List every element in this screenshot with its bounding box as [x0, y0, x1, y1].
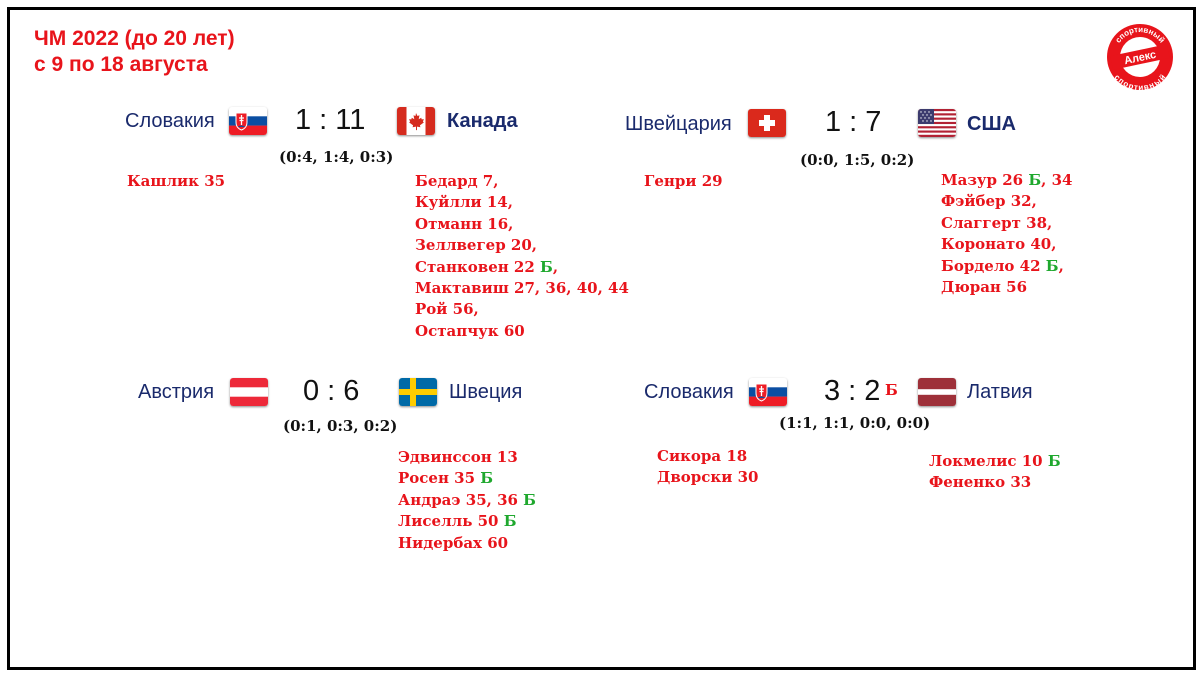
match1-score: 1 : 11 [295, 104, 366, 136]
scorer-line: Рой 56, [415, 299, 629, 320]
bonus-mark: Б [540, 257, 553, 276]
match4-away-scorers: Локмелис 10 Б Фененко 33 [929, 451, 1061, 494]
scorer-text: Дюран 56 [941, 278, 1028, 297]
scorer-text: Лиселль 50 [398, 512, 504, 531]
scorer-text: Генри 29 [644, 172, 723, 190]
scorer-line: Фэйбер 32, [941, 191, 1072, 212]
scorer-line: Дворски 30 [657, 467, 758, 488]
latvia-flag [918, 378, 956, 406]
scorer-line: Нидербах 60 [398, 533, 536, 554]
scorer-line: Коронато 40, [941, 234, 1072, 255]
scorer-suffix: , [552, 257, 559, 276]
scorer-text: Отманн 16, [415, 214, 514, 233]
slovakia-flag [229, 107, 267, 135]
scorer-suffix: , 34 [1041, 171, 1073, 189]
slovakia-flag [749, 378, 787, 406]
scorer-text: Мактавиш 27, 36, 40, 44 [415, 279, 629, 298]
match4-periods: (1:1, 1:1, 0:0, 0:0) [779, 414, 931, 432]
scorer-text: Остапчук 60 [415, 321, 525, 340]
match2-home-scorers: Генри 29 [644, 171, 723, 192]
bonus-mark: Б [1047, 452, 1061, 470]
match2-away-team: США [967, 113, 1016, 135]
scorer-text: Бордело 42 [941, 256, 1046, 275]
scorer-text: Андраэ 35, 36 [398, 490, 524, 509]
scorer-text: Зеллвегер 20, [415, 236, 538, 255]
bonus-mark: Б [503, 512, 517, 531]
scorer-text: Коронато 40, [941, 235, 1057, 254]
round-stamp-logo: спортивный спортивный Алекс [1107, 24, 1173, 92]
scorer-text: Росен 35 [398, 469, 481, 488]
match3-periods: (0:1, 0:3, 0:2) [283, 417, 398, 435]
scorer-line: Зеллвегер 20, [415, 235, 629, 256]
tournament-title: ЧМ 2022 (до 20 лет) с 9 по 18 августа [34, 26, 235, 78]
canada-flag [397, 107, 435, 135]
scorer-line: Бедард 7, [415, 171, 629, 192]
bonus-mark: Б [1028, 171, 1042, 189]
scorer-line: Генри 29 [644, 171, 723, 192]
title-line-1: ЧМ 2022 (до 20 лет) [34, 27, 235, 50]
scorer-line: Фененко 33 [929, 472, 1061, 493]
match4-away-team: Латвия [967, 381, 1033, 403]
match1-periods: (0:4, 1:4, 0:3) [279, 148, 394, 166]
match1-home-team: Словакия [125, 110, 215, 132]
scorer-text: Дворски 30 [657, 468, 759, 487]
title-line-2: с 9 по 18 августа [34, 53, 208, 76]
scorer-text: Кашлик 35 [127, 172, 226, 190]
scorer-suffix: , [1058, 256, 1064, 275]
scorer-line: Локмелис 10 Б [929, 451, 1061, 472]
scorer-text: Куйлли 14, [415, 193, 513, 212]
scorer-text: Бедард 7, [415, 172, 499, 190]
scorer-line: Куйлли 14, [415, 192, 629, 213]
scorer-text: Нидербах 60 [398, 533, 509, 552]
switzerland-flag [748, 109, 786, 137]
scorer-text: Станковен 22 [415, 257, 541, 276]
shootout-mark: Б [885, 381, 898, 399]
scorer-text: Сикора 18 [657, 447, 748, 465]
bonus-mark: Б [523, 490, 536, 509]
scorer-text: Эдвинссон 13 [398, 448, 518, 466]
match4-home-team: Словакия [644, 381, 734, 403]
scorer-line: Мазур 26 Б, 34 [941, 170, 1072, 191]
bonus-mark: Б [1045, 256, 1059, 275]
scorer-line: Росен 35 Б [398, 468, 536, 489]
scorer-text: Слаггерт 38, [941, 213, 1053, 232]
match3-home-team: Австрия [138, 381, 215, 403]
match1-away-scorers: Бедард 7, Куйлли 14, Отманн 16, Зеллвеге… [415, 171, 629, 342]
austria-flag [230, 378, 268, 406]
scorer-line: Бордело 42 Б, [941, 256, 1072, 277]
match2-score: 1 : 7 [825, 106, 882, 138]
match2-away-scorers: Мазур 26 Б, 34 Фэйбер 32, Слаггерт 38, К… [941, 170, 1072, 298]
bonus-mark: Б [480, 469, 494, 488]
scorer-line: Кашлик 35 [127, 171, 225, 192]
match3-score: 0 : 6 [303, 375, 360, 407]
scorer-text: Рой 56, [415, 300, 479, 319]
scorer-line: Остапчук 60 [415, 321, 629, 342]
match1-away-team: Канада [447, 110, 518, 132]
match4-score: 3 : 2 [824, 375, 881, 407]
scorer-line: Дюран 56 [941, 277, 1072, 298]
scorer-line: Станковен 22 Б, [415, 257, 629, 278]
match2-periods: (0:0, 1:5, 0:2) [800, 151, 915, 169]
scorer-line: Сикора 18 [657, 446, 758, 467]
scorer-text: Фененко 33 [929, 473, 1032, 492]
scorer-text: Локмелис 10 [929, 452, 1048, 470]
match3-away-scorers: Эдвинссон 13 Росен 35 Б Андраэ 35, 36 Б … [398, 447, 536, 554]
scorer-line: Андраэ 35, 36 Б [398, 490, 536, 511]
scorer-text: Фэйбер 32, [941, 192, 1037, 211]
scorer-line: Лиселль 50 Б [398, 511, 536, 532]
usa-flag [918, 109, 956, 137]
frame-border [7, 7, 1196, 670]
scorer-line: Слаггерт 38, [941, 213, 1072, 234]
match1-home-scorers: Кашлик 35 [127, 171, 225, 192]
scorer-line: Эдвинссон 13 [398, 447, 536, 468]
scorer-line: Мактавиш 27, 36, 40, 44 [415, 278, 629, 299]
scorer-text: Мазур 26 [941, 171, 1029, 189]
match3-away-team: Швеция [449, 381, 523, 403]
match2-home-team: Швейцария [625, 113, 732, 135]
sweden-flag [399, 378, 437, 406]
match4-home-scorers: Сикора 18 Дворски 30 [657, 446, 758, 489]
scorer-line: Отманн 16, [415, 214, 629, 235]
